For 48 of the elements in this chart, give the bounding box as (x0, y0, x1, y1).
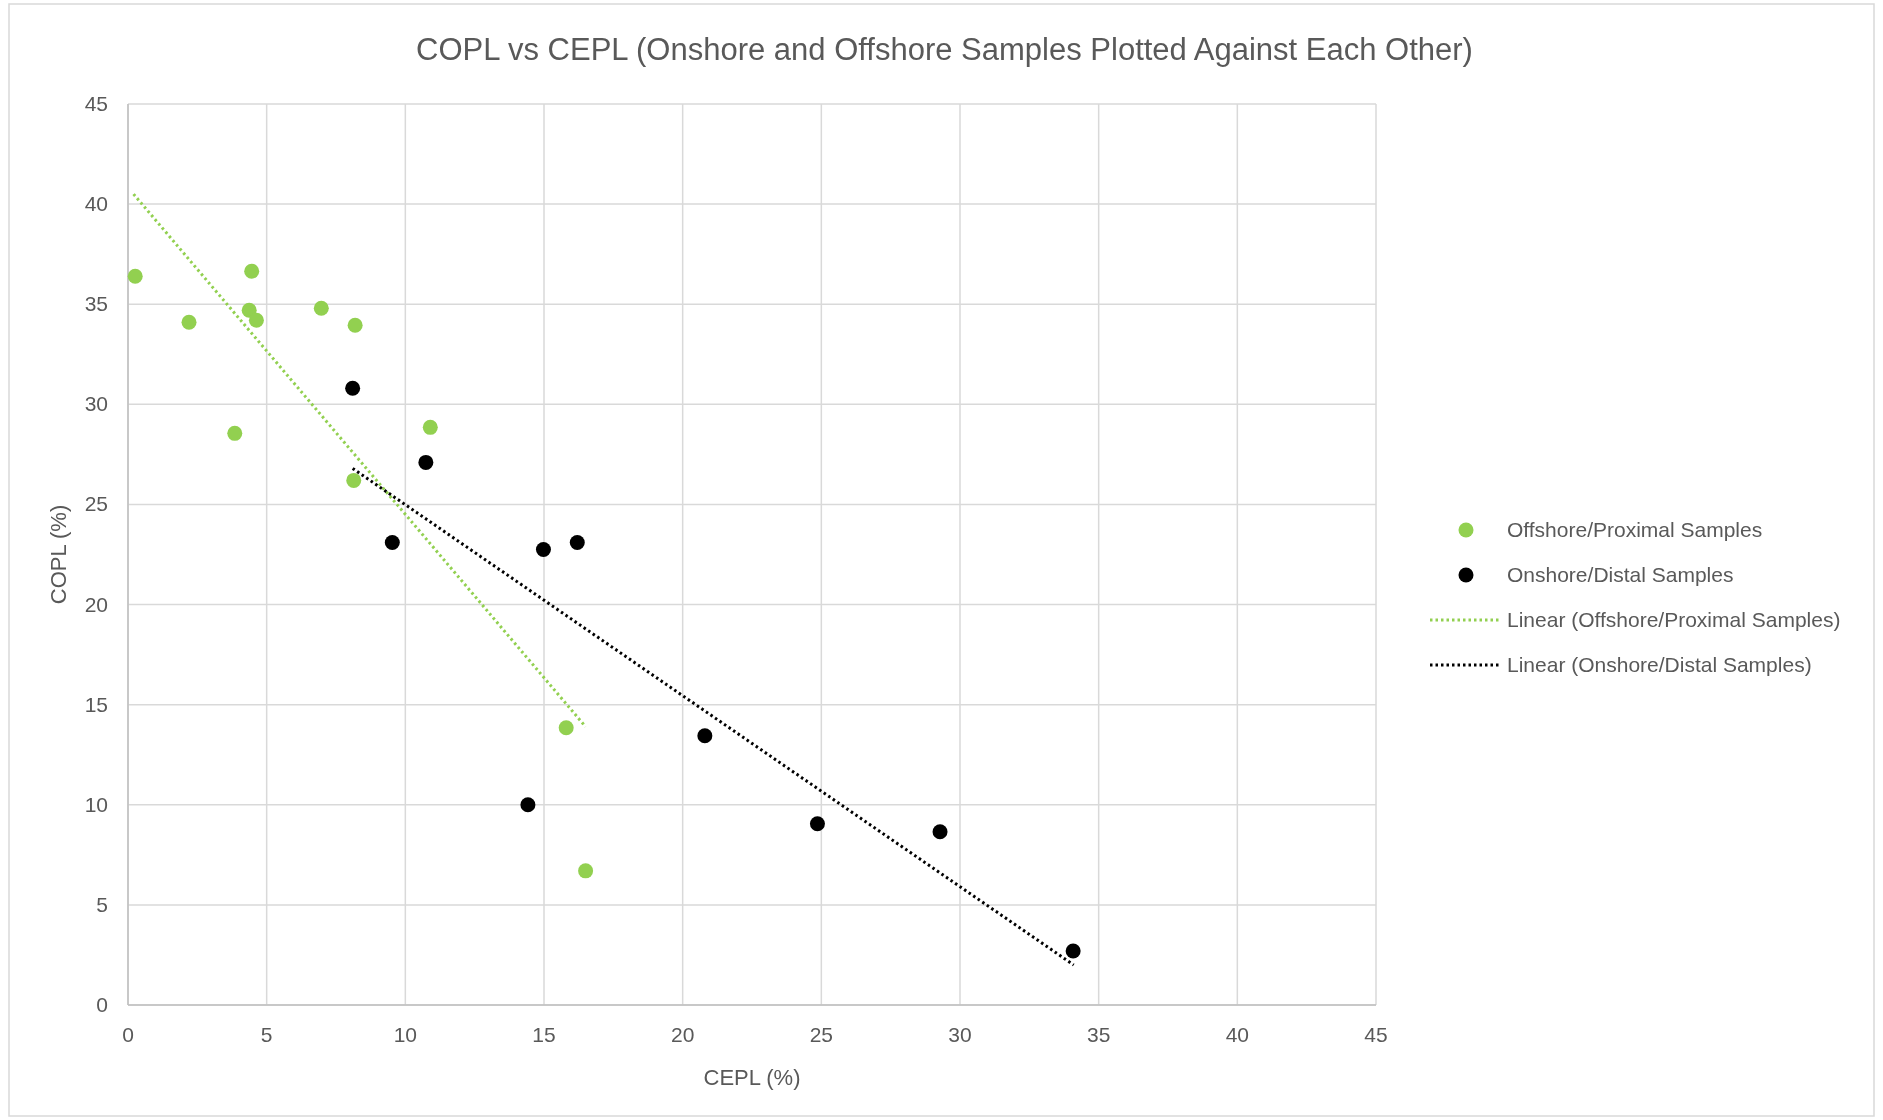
point (809, 816, 825, 832)
point (535, 541, 551, 557)
point (1065, 943, 1081, 959)
y-tick-label: 0 (96, 993, 108, 1016)
x-tick-label: 30 (948, 1023, 972, 1046)
point (248, 312, 264, 328)
point (181, 314, 197, 330)
legend-label: Linear (Offshore/Proximal Samples) (1507, 608, 1841, 631)
legend-label: Offshore/Proximal Samples (1507, 518, 1763, 541)
point (558, 720, 574, 736)
y-tick-label: 35 (84, 292, 108, 316)
y-tick-label: 10 (84, 792, 108, 816)
point (418, 454, 434, 470)
y-tick-label: 45 (84, 92, 108, 115)
point (422, 419, 438, 435)
chart-title: COPL vs CEPL (Onshore and Offshore Samples Plotted Against Each Other) (416, 32, 1473, 67)
y-axis-title: COPL (%) (46, 504, 71, 605)
x-axis-title: CEPL (%) (703, 1065, 801, 1090)
point (244, 263, 260, 279)
x-tick-label: 10 (393, 1023, 418, 1046)
point (313, 300, 329, 316)
x-tick-label: 15 (532, 1023, 556, 1046)
y-tick-label: 25 (84, 492, 108, 516)
point (346, 472, 362, 488)
point (384, 534, 400, 550)
x-tick-label: 45 (1364, 1023, 1388, 1046)
x-tick-label: 5 (260, 1023, 273, 1046)
point (697, 728, 713, 744)
point (932, 824, 948, 840)
point (520, 797, 536, 813)
legend-label: Linear (Onshore/Distal Samples) (1507, 653, 1812, 676)
point (569, 534, 585, 550)
y-tick-label: 30 (84, 392, 108, 416)
point (578, 863, 594, 879)
x-tick-label: 25 (809, 1023, 834, 1046)
y-tick-label: 5 (96, 892, 108, 916)
point (347, 317, 363, 333)
point (345, 380, 361, 396)
y-tick-label: 40 (84, 192, 108, 216)
y-tick-label: 20 (84, 592, 108, 616)
point (227, 425, 243, 441)
x-tick-label: 40 (1225, 1023, 1250, 1046)
x-tick-label: 20 (670, 1023, 695, 1046)
x-tick-label: 0 (122, 1023, 134, 1046)
legend-label: Onshore/Distal Samples (1507, 563, 1734, 586)
x-tick-label: 35 (1086, 1023, 1111, 1046)
point (127, 268, 143, 284)
y-tick-label: 15 (84, 692, 108, 716)
